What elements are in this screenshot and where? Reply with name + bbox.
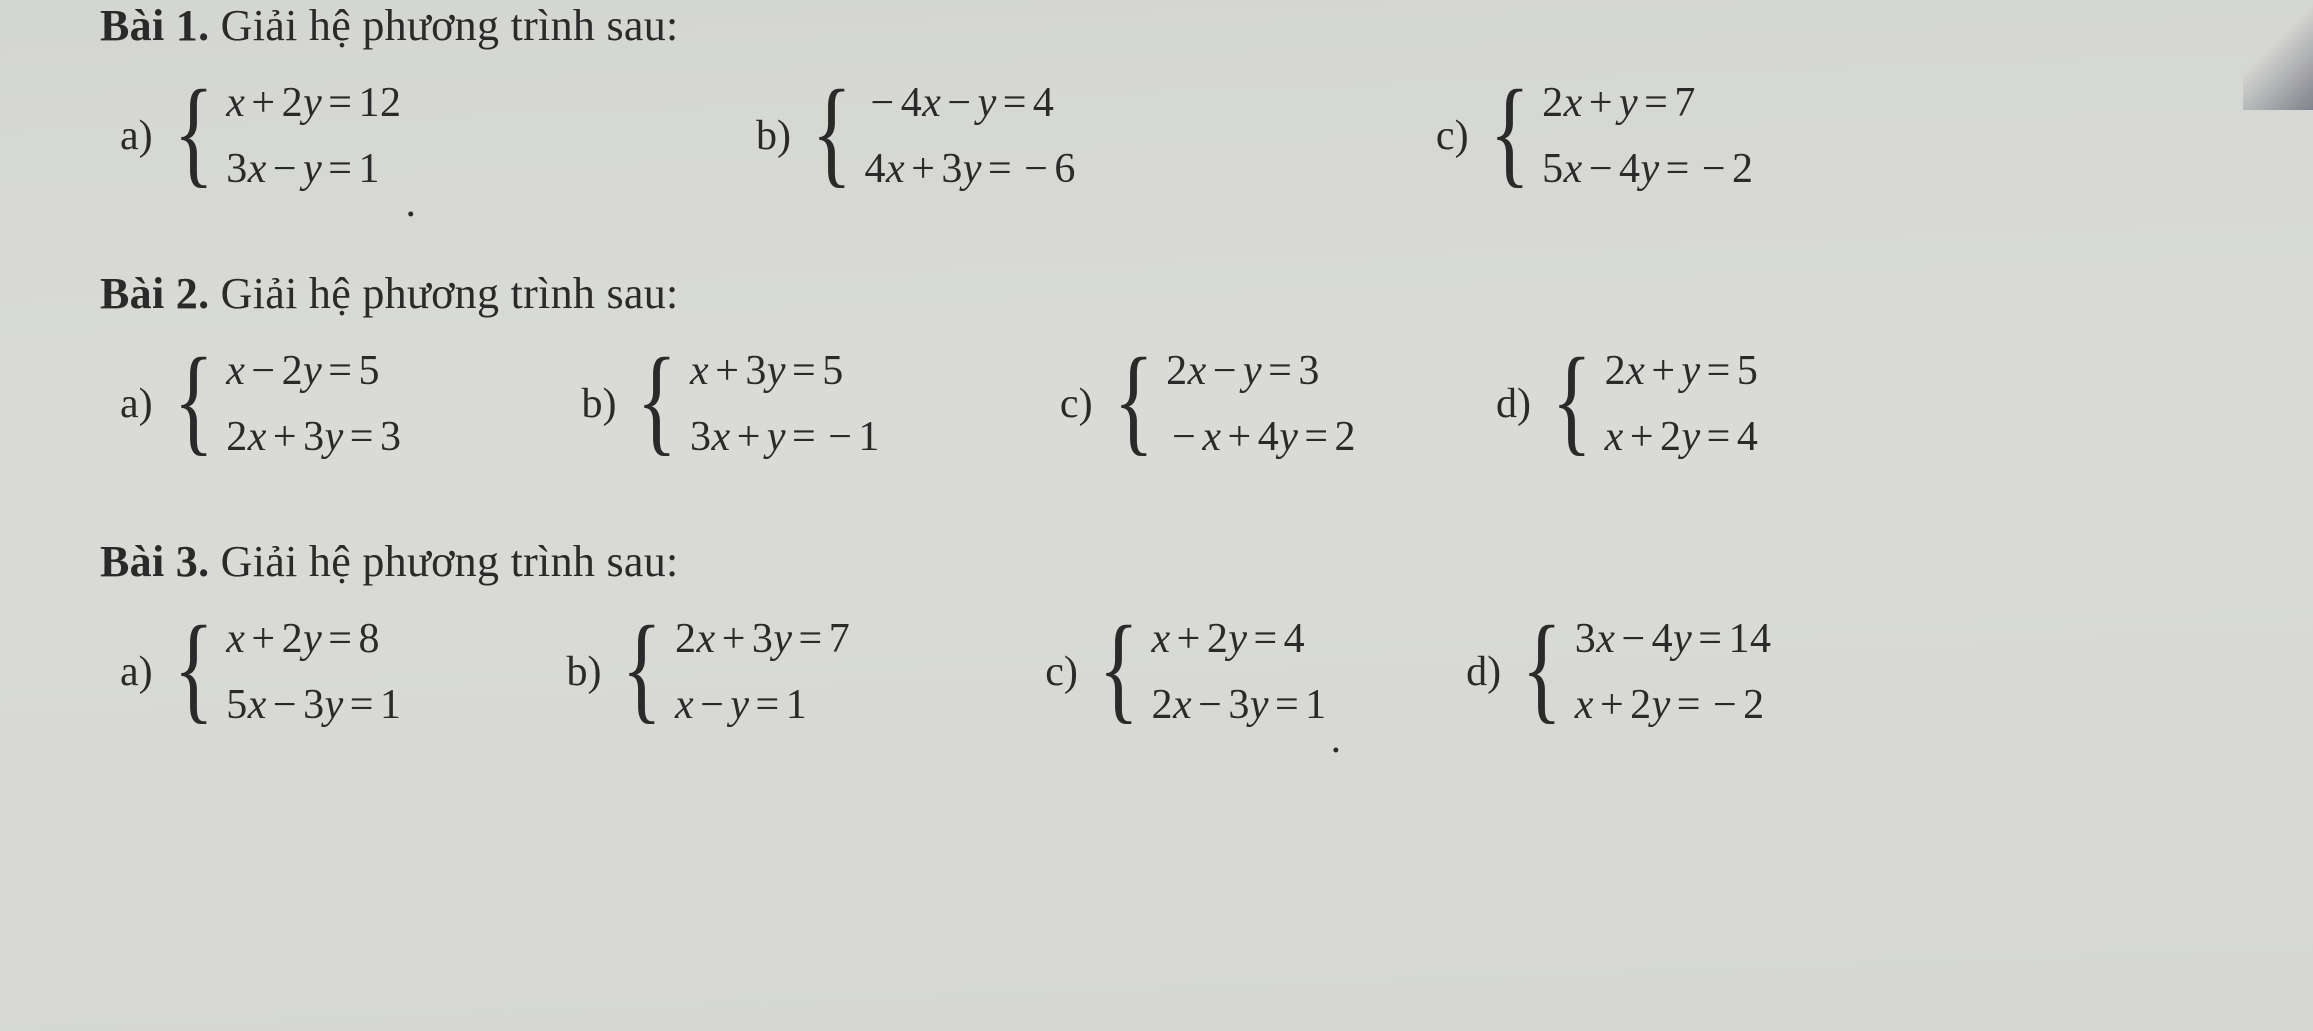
system-brace: { −4x−y=4 4x+3y=−6 bbox=[803, 79, 1076, 193]
item-letter: b) bbox=[756, 112, 791, 160]
equation-stack: x−2y=5 2x+3y=3 bbox=[226, 347, 401, 461]
equation-1: x+2y=12 bbox=[226, 79, 401, 127]
equation-1: x+2y=4 bbox=[1151, 615, 1326, 663]
equation-1: −4x−y=4 bbox=[865, 79, 1076, 127]
ex3-item-a: a) { x+2y=8 5x−3y=1 bbox=[120, 615, 401, 729]
item-letter: d) bbox=[1466, 648, 1501, 696]
equation-1: x+2y=8 bbox=[226, 615, 401, 663]
item-letter: d) bbox=[1496, 380, 1531, 428]
exercise-2-label: Bài 2. bbox=[100, 269, 209, 318]
equation-2: 3x+y=−1 bbox=[690, 413, 880, 461]
exercise-2-prompt: Giải hệ phương trình sau: bbox=[209, 269, 678, 318]
ex2-item-b: b) { x+3y=5 3x+y=−1 bbox=[581, 347, 879, 461]
system-brace: { x+2y=8 5x−3y=1 bbox=[165, 615, 402, 729]
equation-2: 2x−3y=1 bbox=[1151, 681, 1326, 729]
equation-2: 5x−4y=−2 bbox=[1542, 145, 1753, 193]
left-brace-icon: { bbox=[1489, 84, 1529, 180]
ex2-item-c: c) { 2x−y=3 −x+4y=2 bbox=[1060, 347, 1356, 461]
equation-stack: x+2y=8 5x−3y=1 bbox=[226, 615, 401, 729]
exercise-1: Bài 1. Giải hệ phương trình sau: a) { x+… bbox=[100, 0, 2213, 193]
item-letter: b) bbox=[581, 380, 616, 428]
equation-stack: 3x−4y=14 x+2y=−2 bbox=[1575, 615, 1772, 729]
exercise-1-title: Bài 1. Giải hệ phương trình sau: bbox=[100, 0, 2213, 51]
exercise-2-title: Bài 2. Giải hệ phương trình sau: bbox=[100, 268, 2213, 319]
equation-stack: x+3y=5 3x+y=−1 bbox=[690, 347, 880, 461]
ex1-item-c: c) { 2x+y=7 5x−4y=−2 bbox=[1436, 79, 1754, 193]
system-brace: { 2x+y=5 x+2y=4 bbox=[1543, 347, 1758, 461]
system-brace: { 2x−y=3 −x+4y=2 bbox=[1105, 347, 1356, 461]
exercise-1-items: a) { x+2y=12 3x−y=1 . b) { −4x−y=4 4x+3y… bbox=[100, 79, 2213, 193]
ex3-item-d: d) { 3x−4y=14 x+2y=−2 bbox=[1466, 615, 1771, 729]
equation-stack: 2x+y=7 5x−4y=−2 bbox=[1542, 79, 1753, 193]
left-brace-icon: { bbox=[173, 352, 213, 448]
item-letter: c) bbox=[1436, 112, 1469, 160]
equation-2: x+2y=4 bbox=[1605, 413, 1759, 461]
equation-stack: 2x+y=5 x+2y=4 bbox=[1605, 347, 1759, 461]
exercise-2-items: a) { x−2y=5 2x+3y=3 b) { x+3y=5 3x+y=−1 bbox=[100, 347, 2213, 461]
left-brace-icon: { bbox=[1099, 620, 1139, 716]
equation-1: 2x+3y=7 bbox=[675, 615, 850, 663]
equation-stack: x+2y=12 3x−y=1 bbox=[226, 79, 401, 193]
system-brace: { x+2y=12 3x−y=1 bbox=[165, 79, 402, 193]
equation-2: 3x−y=1 bbox=[226, 145, 401, 193]
exercise-1-label: Bài 1. bbox=[100, 1, 209, 50]
system-brace: { 2x+y=7 5x−4y=−2 bbox=[1481, 79, 1754, 193]
exercise-3-title: Bài 3. Giải hệ phương trình sau: bbox=[100, 536, 2213, 587]
trailing-dot: . bbox=[1331, 715, 1342, 763]
equation-stack: 2x−y=3 −x+4y=2 bbox=[1166, 347, 1356, 461]
ex2-item-a: a) { x−2y=5 2x+3y=3 bbox=[120, 347, 401, 461]
equation-2: 4x+3y=−6 bbox=[865, 145, 1076, 193]
left-brace-icon: { bbox=[173, 84, 213, 180]
trailing-dot: . bbox=[405, 179, 416, 227]
exercise-3-items: a) { x+2y=8 5x−3y=1 b) { 2x+3y=7 x−y=1 bbox=[100, 615, 2213, 729]
item-letter: c) bbox=[1045, 648, 1078, 696]
equation-stack: 2x+3y=7 x−y=1 bbox=[675, 615, 850, 729]
exercise-3-prompt: Giải hệ phương trình sau: bbox=[209, 537, 678, 586]
left-brace-icon: { bbox=[812, 84, 852, 180]
left-brace-icon: { bbox=[1522, 620, 1562, 716]
equation-1: 3x−4y=14 bbox=[1575, 615, 1772, 663]
ex1-item-a: a) { x+2y=12 3x−y=1 . bbox=[120, 79, 416, 193]
equation-1: x+3y=5 bbox=[690, 347, 880, 395]
ex3-item-c: c) { x+2y=4 2x−3y=1 . bbox=[1045, 615, 1341, 729]
left-brace-icon: { bbox=[622, 620, 662, 716]
ex2-item-d: d) { 2x+y=5 x+2y=4 bbox=[1496, 347, 1758, 461]
equation-2: x+2y=−2 bbox=[1575, 681, 1772, 729]
item-letter: b) bbox=[566, 648, 601, 696]
worksheet-page: Bài 1. Giải hệ phương trình sau: a) { x+… bbox=[0, 0, 2313, 1031]
left-brace-icon: { bbox=[637, 352, 677, 448]
system-brace: { 3x−4y=14 x+2y=−2 bbox=[1513, 615, 1771, 729]
equation-2: −x+4y=2 bbox=[1166, 413, 1356, 461]
left-brace-icon: { bbox=[173, 620, 213, 716]
item-letter: c) bbox=[1060, 380, 1093, 428]
left-brace-icon: { bbox=[1552, 352, 1592, 448]
equation-stack: −4x−y=4 4x+3y=−6 bbox=[865, 79, 1076, 193]
item-letter: a) bbox=[120, 112, 153, 160]
system-brace: { x+2y=4 2x−3y=1 bbox=[1090, 615, 1327, 729]
equation-2: 2x+3y=3 bbox=[226, 413, 401, 461]
ex1-item-b: b) { −4x−y=4 4x+3y=−6 bbox=[756, 79, 1076, 193]
system-brace: { 2x+3y=7 x−y=1 bbox=[613, 615, 850, 729]
equation-1: x−2y=5 bbox=[226, 347, 401, 395]
item-letter: a) bbox=[120, 380, 153, 428]
exercise-3: Bài 3. Giải hệ phương trình sau: a) { x+… bbox=[100, 491, 2213, 729]
equation-1: 2x−y=3 bbox=[1166, 347, 1356, 395]
exercise-2: Bài 2. Giải hệ phương trình sau: a) { x−… bbox=[100, 223, 2213, 461]
equation-1: 2x+y=5 bbox=[1605, 347, 1759, 395]
system-brace: { x−2y=5 2x+3y=3 bbox=[165, 347, 402, 461]
exercise-3-label: Bài 3. bbox=[100, 537, 209, 586]
ex3-item-b: b) { 2x+3y=7 x−y=1 bbox=[566, 615, 850, 729]
left-brace-icon: { bbox=[1113, 352, 1153, 448]
system-brace: { x+3y=5 3x+y=−1 bbox=[628, 347, 879, 461]
equation-2: 5x−3y=1 bbox=[226, 681, 401, 729]
exercise-1-prompt: Giải hệ phương trình sau: bbox=[209, 1, 678, 50]
equation-stack: x+2y=4 2x−3y=1 bbox=[1151, 615, 1326, 729]
item-letter: a) bbox=[120, 648, 153, 696]
equation-1: 2x+y=7 bbox=[1542, 79, 1753, 127]
equation-2: x−y=1 bbox=[675, 681, 850, 729]
